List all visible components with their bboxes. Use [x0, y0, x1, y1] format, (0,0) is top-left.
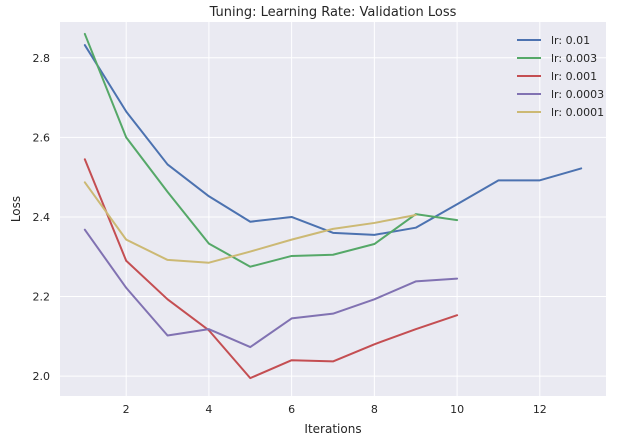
x-axis-label: Iterations: [304, 422, 361, 436]
y-tick-label: 2.0: [33, 370, 51, 383]
series-line-1: [83, 44, 583, 236]
legend-label: lr: 0.01: [551, 34, 590, 47]
chart-title: Tuning: Learning Rate: Validation Loss: [209, 5, 457, 20]
y-tick-label: 2.8: [33, 52, 51, 65]
x-tick-label: 2: [123, 403, 130, 416]
x-tick-label: 8: [371, 403, 378, 416]
y-tick-label: 2.4: [33, 211, 51, 224]
x-tick-label: 6: [288, 403, 295, 416]
y-tick-label: 2.6: [33, 131, 51, 144]
grid-lines: [60, 22, 606, 396]
plot-background: [60, 22, 606, 396]
series-line-4: [83, 228, 459, 349]
legend: lr: 0.01 lr: 0.003 lr: 0.001 lr: 0.0003 lr: …: [517, 34, 604, 119]
legend-label: lr: 0.001: [551, 70, 597, 83]
series-line-5: [83, 181, 417, 264]
series-group: [83, 32, 583, 380]
tick-labels: 2 4 6 8 10 12 2.0 2.2 2.4 2.6 2.8: [33, 52, 547, 416]
legend-label: lr: 0.0003: [551, 88, 604, 101]
x-tick-label: 12: [533, 403, 547, 416]
legend-label: lr: 0.003: [551, 52, 597, 65]
y-axis-label: Loss: [9, 196, 23, 222]
series-line-2: [83, 32, 459, 268]
x-tick-label: 10: [450, 403, 464, 416]
y-tick-label: 2.2: [33, 291, 51, 304]
series-line-3: [83, 158, 459, 380]
legend-label: lr: 0.0001: [551, 106, 604, 119]
x-tick-label: 4: [205, 403, 212, 416]
